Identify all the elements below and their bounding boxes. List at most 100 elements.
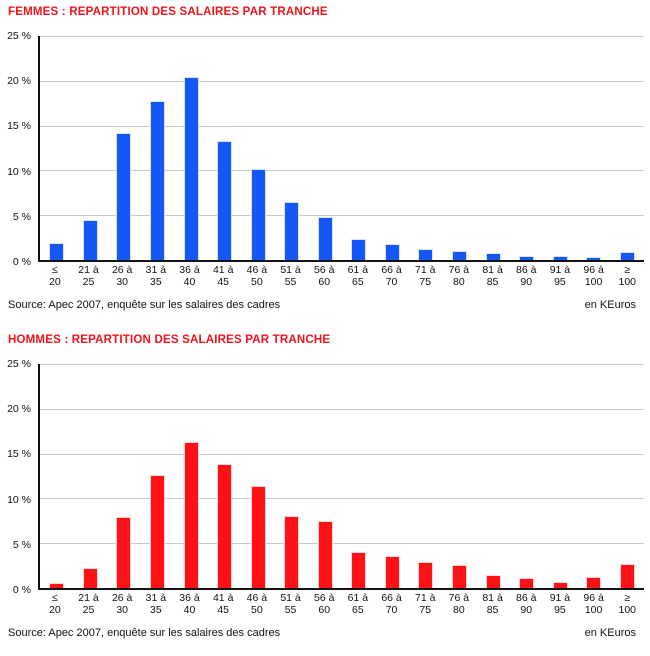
plot-area: [38, 364, 644, 590]
bar: [250, 168, 266, 260]
gridline: [40, 80, 644, 82]
x-tick-line2: 50: [251, 603, 263, 616]
x-tick-label: 66 à 70: [375, 264, 409, 288]
bar-chart-femmes: 25 % 20 % 15 % 10 % 5 % 0 %: [0, 30, 650, 268]
bar: [586, 257, 602, 260]
bar-slot: [409, 36, 443, 260]
x-tick-line1: 91 à: [549, 592, 571, 604]
y-tick-label: 20 %: [7, 75, 31, 88]
x-tick-label: 81 à 85: [476, 592, 510, 616]
x-tick-line2: 90: [520, 603, 533, 616]
bar-slot: [577, 364, 611, 588]
x-tick-label: 51 à 55: [274, 264, 308, 288]
x-tick-label: 71 à 75: [408, 592, 442, 616]
y-tick-label: 0 %: [12, 584, 31, 596]
chart-title-femmes: FEMMES : REPARTITION DES SALAIRES PAR TR…: [8, 6, 328, 18]
x-tick-line1: 66 à: [381, 264, 402, 276]
x-tick-label: 81 à 85: [476, 264, 510, 288]
y-tick-label: 15 %: [7, 448, 31, 461]
x-tick-label: 46 à 50: [240, 264, 274, 288]
x-tick-label: 26 à 30: [105, 592, 139, 616]
plot-area: [38, 36, 644, 262]
bar-slot: [107, 364, 141, 588]
bars-row: [40, 36, 644, 260]
bar-slot: [543, 364, 577, 588]
bar: [116, 517, 132, 588]
x-axis-labels: ≤20 21 à 25 26 à 30 31 à 35 36 à 40 41 à 45 46 à 50 5…: [38, 592, 644, 616]
gridline: [40, 498, 644, 500]
x-tick-line1: 26 à: [111, 264, 133, 276]
x-tick-line1: 56 à: [313, 264, 335, 276]
x-tick-label: 36 à 40: [173, 592, 207, 616]
bar-slot: [443, 36, 477, 260]
x-tick-line2: 95: [554, 603, 566, 616]
bar-slot: [174, 36, 208, 260]
bar-slot: [409, 364, 443, 588]
x-tick-line1: 46 à: [246, 592, 268, 604]
bar-slot: [443, 364, 477, 588]
x-tick-label: 61 à 65: [341, 264, 375, 288]
x-tick-label: ≤20: [38, 592, 72, 616]
x-tick-line2: 75: [419, 603, 432, 616]
y-tick-label: 15 %: [7, 120, 31, 133]
x-tick-label: 41 à 45: [206, 592, 240, 616]
bar-slot: [510, 36, 544, 260]
x-tick-label: 86 à 90: [509, 592, 543, 616]
x-tick-line1: 56 à: [313, 592, 335, 604]
bar: [552, 581, 568, 588]
x-tick-line1: 36 à: [179, 592, 200, 604]
bar-slot: [141, 364, 175, 588]
bar: [149, 475, 165, 588]
bar-slot: [309, 36, 343, 260]
bar-slot: [510, 364, 544, 588]
bar-slot: [342, 36, 376, 260]
x-tick-label: 96 à 100: [577, 592, 611, 616]
bar: [384, 243, 400, 260]
bar: [586, 577, 602, 588]
bars-row: [40, 364, 644, 588]
chart-section-femmes: FEMMES : REPARTITION DES SALAIRES PAR TR…: [0, 6, 650, 311]
x-tick-line1: 81 à: [482, 264, 503, 276]
x-tick-label: 91 à 95: [543, 592, 577, 616]
bar-slot: [107, 36, 141, 260]
x-tick-label: 51 à 55: [274, 592, 308, 616]
x-tick-label: 66 à 70: [375, 592, 409, 616]
bar-slot: [611, 364, 645, 588]
x-tick-line2: 80: [453, 603, 465, 616]
gridline: [40, 125, 644, 127]
x-tick-line1: 86 à: [516, 264, 537, 276]
bar-slot: [241, 364, 275, 588]
gridline: [40, 408, 644, 410]
bar-slot: [208, 36, 242, 260]
y-tick-label: 5 %: [12, 210, 31, 223]
source-note: Source: Apec 2007, enquête sur les salai…: [8, 299, 281, 311]
x-tick-line2: 75: [419, 275, 432, 288]
x-tick-label: ≥100: [610, 264, 644, 288]
x-tick-line1: 41 à: [212, 264, 234, 276]
x-tick-label: 71 à 75: [408, 264, 442, 288]
bar: [351, 238, 367, 260]
bar-slot: [241, 36, 275, 260]
bar: [49, 242, 65, 260]
x-tick-line1: 21 à: [78, 592, 99, 604]
x-tick-line1: 86 à: [516, 592, 537, 604]
x-tick-line2: 20: [48, 603, 61, 616]
x-tick-label: 21 à 25: [72, 592, 106, 616]
bar: [519, 255, 535, 260]
bar-slot: [40, 364, 74, 588]
x-tick-label: 91 à 95: [543, 264, 577, 288]
x-tick-line2: 95: [554, 275, 566, 288]
bar: [418, 249, 434, 260]
y-tick-label: 10 %: [7, 493, 31, 506]
bar-slot: [611, 36, 645, 260]
x-tick-line2: 60: [318, 275, 331, 288]
x-tick-label: 36 à 40: [173, 264, 207, 288]
bar: [82, 219, 98, 260]
x-tick-label: ≤20: [38, 264, 72, 288]
bar: [284, 201, 300, 260]
y-tick-label: 0 %: [12, 256, 31, 268]
bar: [351, 552, 367, 588]
x-tick-line2: 60: [318, 603, 331, 616]
bar-slot: [275, 364, 309, 588]
